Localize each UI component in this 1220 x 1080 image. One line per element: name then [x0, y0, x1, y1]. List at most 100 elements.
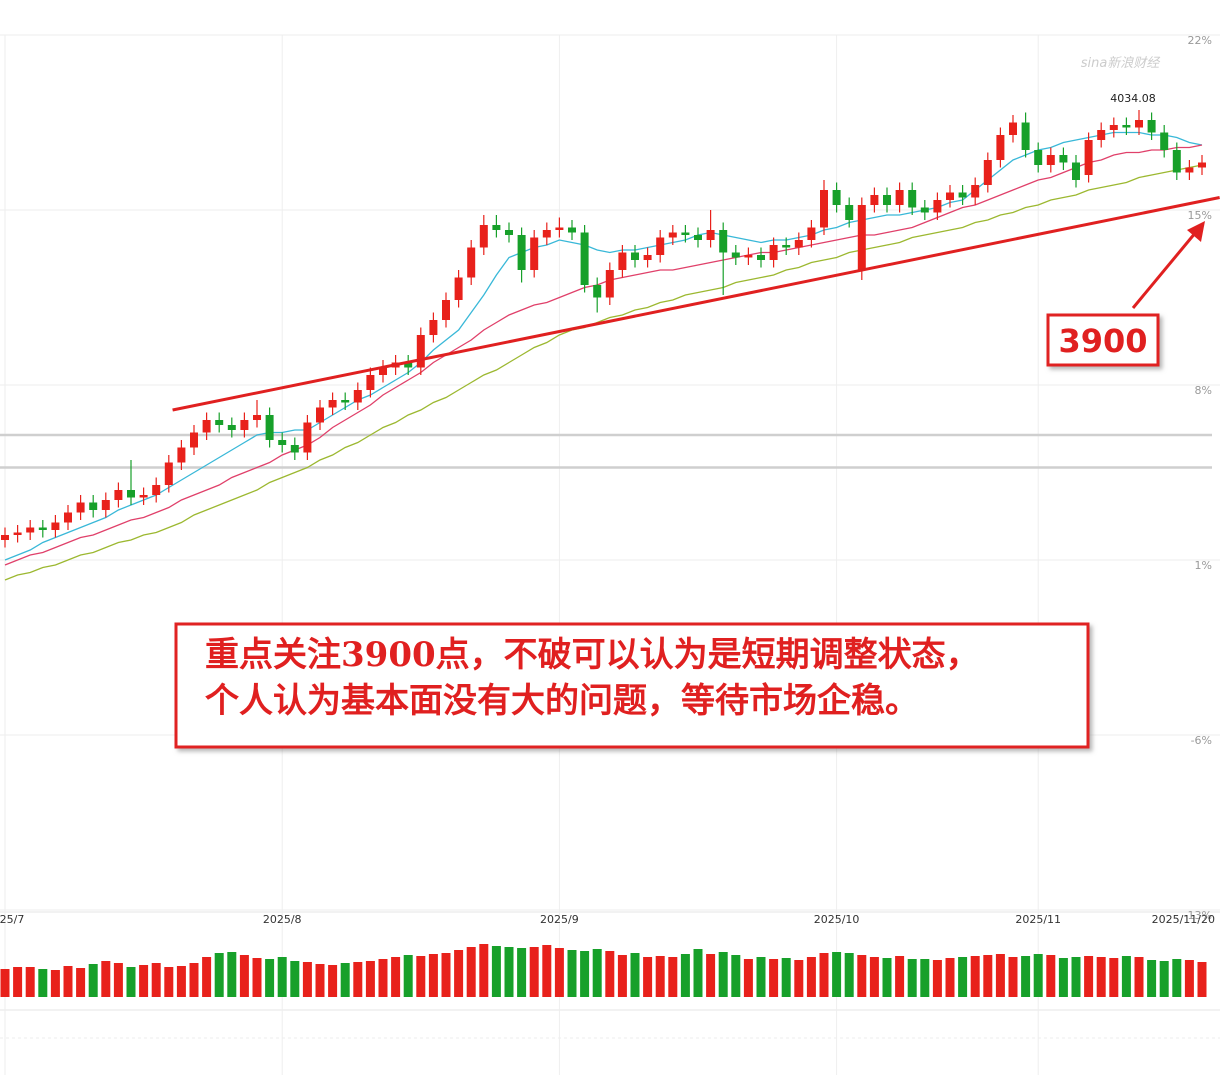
candle-body	[983, 160, 992, 185]
volume-bar	[580, 951, 590, 997]
volume-bar	[391, 957, 401, 997]
y-tick-label: -6%	[1191, 734, 1212, 747]
candle-body	[1109, 125, 1118, 130]
candle-body	[416, 335, 425, 368]
ma-line	[4, 164, 1203, 581]
candle-body	[190, 432, 198, 448]
plot: 22% 15% 8% 1% -6% -13% 2025/7 2025/8 2025/9 2025/…	[0, 34, 1220, 1075]
candle-body	[1160, 132, 1169, 150]
volume-bar	[517, 948, 527, 997]
candle-body	[1021, 122, 1030, 150]
candle-body	[542, 230, 551, 238]
candle-body	[832, 190, 841, 205]
candle-body	[26, 527, 35, 533]
volume-bar	[983, 955, 993, 997]
volume-bar	[441, 953, 451, 997]
candle-body	[152, 485, 161, 495]
candle-body	[101, 500, 110, 510]
volume-bar	[1109, 958, 1119, 997]
volume-bar	[353, 962, 363, 997]
note-line: 个人认为基本面没有大的问题，等待市场企稳。	[205, 681, 919, 721]
candle-body	[13, 532, 22, 535]
candle-body	[958, 192, 967, 198]
x-tick-label: 2025/9	[540, 913, 579, 926]
volume-bar	[328, 965, 338, 997]
volume-bar	[806, 957, 816, 997]
volume-bar	[932, 960, 942, 997]
volume-bar	[945, 958, 955, 997]
volume-bar	[126, 967, 136, 997]
candle-body	[127, 490, 135, 498]
volume-bar	[769, 959, 779, 997]
volume-bar	[479, 944, 489, 997]
candle-body	[1198, 162, 1206, 168]
candle-body	[933, 200, 942, 213]
candle-body	[454, 277, 463, 300]
volume-bar	[1046, 955, 1056, 997]
volume-bar	[302, 962, 312, 997]
candle-body	[656, 237, 665, 255]
ma-line	[4, 131, 1203, 561]
candle-body	[1122, 125, 1131, 128]
candle-body	[1147, 120, 1156, 133]
candle-body	[631, 252, 639, 260]
x-tick-label: 2025/7	[0, 913, 24, 926]
candle-body	[1072, 162, 1080, 180]
candle-body	[253, 415, 261, 420]
volume-bar	[1033, 954, 1043, 997]
candle-body	[1, 535, 9, 540]
candle-body	[442, 300, 450, 320]
volume-bar	[680, 954, 690, 997]
x-tick-label: 2025/11/20	[1152, 913, 1215, 926]
candle-body	[643, 255, 652, 260]
arrow	[1131, 231, 1198, 309]
candle-body	[177, 447, 186, 463]
x-tick-label: 2025/10	[814, 913, 860, 926]
volume-bar	[290, 961, 300, 997]
ma-line	[4, 144, 1203, 566]
candle-body	[328, 400, 337, 408]
watermark: sina新浪财经	[1081, 55, 1162, 71]
volume-bar	[101, 961, 111, 997]
volume-bar	[857, 955, 867, 997]
volume-bar	[832, 952, 842, 997]
candle-body	[706, 230, 715, 240]
candle-body	[794, 240, 803, 248]
candle-body	[517, 235, 526, 270]
candle-body	[1084, 140, 1093, 175]
volume-bar	[958, 957, 968, 997]
volume-bar	[189, 963, 199, 997]
candle-body	[1135, 120, 1143, 128]
y-tick-label: 22%	[1188, 34, 1212, 47]
volume-bar	[605, 951, 615, 997]
candle-body	[744, 255, 753, 258]
candle-body	[139, 495, 148, 498]
volume-bar	[1058, 958, 1068, 997]
volume-bar	[794, 960, 804, 997]
candle-body	[845, 205, 854, 220]
candle-body	[820, 190, 828, 228]
candle-body	[920, 207, 929, 213]
volume-bar	[1184, 960, 1194, 997]
candle-body	[366, 375, 375, 390]
volume-bar	[151, 963, 161, 997]
candle-body	[580, 232, 589, 285]
candle-body	[1097, 130, 1106, 140]
candle-body	[265, 415, 274, 440]
candle-body	[681, 232, 690, 235]
candle-body	[694, 235, 702, 240]
volume-bar	[819, 953, 829, 997]
x-tick-label: 2025/8	[263, 913, 302, 926]
volume-bar	[277, 957, 287, 997]
candle-body	[555, 227, 564, 230]
candle-body	[757, 255, 765, 260]
volume-bar	[1084, 956, 1094, 997]
candle-body	[1046, 155, 1055, 165]
volume-bar	[491, 946, 501, 997]
volume-bar	[731, 955, 741, 997]
volume-bar	[1096, 957, 1106, 997]
candle-body	[89, 502, 98, 510]
candle-body	[278, 440, 287, 445]
candle-body	[64, 512, 72, 523]
volume-bar	[592, 949, 602, 997]
